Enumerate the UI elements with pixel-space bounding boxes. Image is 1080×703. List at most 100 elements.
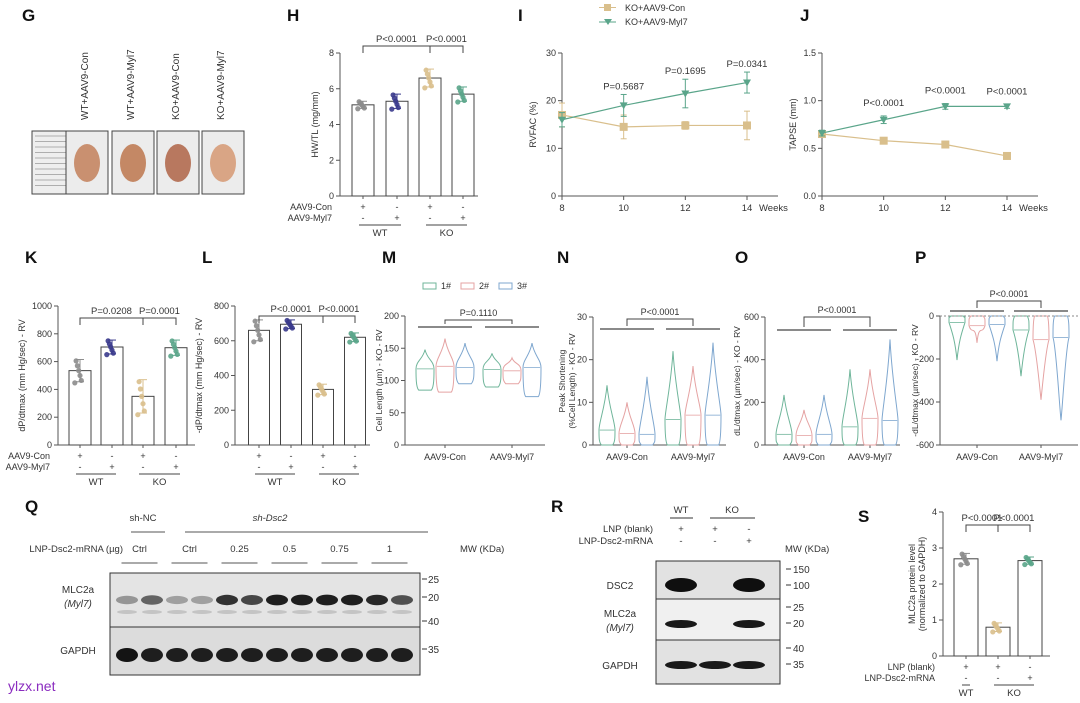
blot-band xyxy=(141,648,163,662)
y-tick-label: 0 xyxy=(47,440,52,450)
mw-title: MW (KDa) xyxy=(785,544,829,555)
blot-band xyxy=(116,648,138,662)
blot-band-faint xyxy=(142,610,162,614)
y-tick-label: -400 xyxy=(916,397,934,407)
p-value-label: P=0.1695 xyxy=(665,66,706,77)
y-tick-label: 200 xyxy=(37,412,52,422)
data-point xyxy=(1028,561,1034,567)
blot-band xyxy=(665,620,697,628)
panel-label-J: J xyxy=(800,6,809,25)
sign: - xyxy=(997,673,1000,683)
violin-2 xyxy=(618,402,636,446)
data-point-triangle xyxy=(558,116,566,124)
bar xyxy=(280,323,302,446)
p-value-label: P<0.0001 xyxy=(271,304,312,315)
x-tick-label: AAV9-Myl7 xyxy=(848,452,892,462)
y-axis-label: Cell Length (µm) - KO - RV xyxy=(374,329,384,431)
bar xyxy=(1017,560,1043,657)
panel-label-G: G xyxy=(22,6,35,25)
sign: - xyxy=(462,202,465,212)
y-tick-label: 2 xyxy=(329,155,334,165)
data-point-square xyxy=(941,140,950,149)
panel-label-R: R xyxy=(551,497,563,516)
mw-marker: 25 xyxy=(428,575,440,586)
significance-bracket xyxy=(997,524,1031,532)
data-point xyxy=(168,353,174,359)
data-point xyxy=(361,105,367,111)
sign: - xyxy=(747,524,750,535)
data-point-square xyxy=(1003,151,1011,160)
p-value-label: P=0.0208 xyxy=(91,306,132,317)
violin-1 xyxy=(775,394,793,446)
y-tick-label: 1000 xyxy=(32,301,52,311)
sign: - xyxy=(429,213,432,223)
blot-band xyxy=(391,595,413,605)
data-point xyxy=(424,71,430,77)
y-tick-label: 0 xyxy=(754,440,759,450)
p-value-label: P<0.0001 xyxy=(925,86,966,97)
data-point xyxy=(140,401,146,407)
group-label: KO+AAV9-Myl7 xyxy=(216,50,227,120)
x-tick-label: AAV9-Myl7 xyxy=(1019,452,1063,462)
data-point xyxy=(422,85,428,91)
dose-label: 0.5 xyxy=(283,544,296,555)
y-tick-label: 600 xyxy=(214,336,229,346)
significance-bracket xyxy=(142,317,177,325)
significance-bracket xyxy=(803,316,871,327)
y-tick-label: -600 xyxy=(916,440,934,450)
data-point xyxy=(389,106,395,112)
panel-label-O: O xyxy=(735,248,748,267)
data-point xyxy=(1022,561,1028,568)
y-tick-label: 3 xyxy=(932,543,937,553)
blot-band-faint xyxy=(367,610,387,614)
sign: + xyxy=(1027,673,1032,683)
sign: - xyxy=(290,451,293,461)
y-axis-label: dP/dtmax (mm Hg/sec) - RV xyxy=(17,319,27,431)
x-tick-label: AAV9-Myl7 xyxy=(490,452,534,462)
sign: + xyxy=(995,662,1000,672)
blot-band xyxy=(391,648,413,662)
y-tick-label: 4 xyxy=(329,120,334,130)
y-tick-label: 20 xyxy=(577,355,587,365)
y-tick-label: 4 xyxy=(932,507,937,517)
data-point xyxy=(256,332,262,338)
significance-bracket xyxy=(976,300,1042,308)
significance-bracket xyxy=(322,315,356,323)
bar xyxy=(312,388,334,446)
violin-2 xyxy=(435,338,455,393)
y-tick-label: 400 xyxy=(37,384,52,394)
violin-3 xyxy=(638,376,656,446)
panel-label-P: P xyxy=(915,248,926,267)
mw-marker: 150 xyxy=(793,565,810,576)
blot-band xyxy=(241,595,263,605)
blot-band xyxy=(291,594,313,606)
p-value-label: P=0.1110 xyxy=(460,308,497,318)
y-tick-label: -200 xyxy=(916,354,934,364)
data-point xyxy=(110,350,116,356)
series-line xyxy=(561,114,747,128)
sign: + xyxy=(712,524,718,535)
blot-band xyxy=(166,595,188,605)
y-axis-label: HW/TL (mg/mm) xyxy=(310,91,320,157)
sign: + xyxy=(963,662,968,672)
y-axis-label: MLC2a protein level xyxy=(907,544,917,624)
data-point xyxy=(353,338,359,344)
blot-band-faint xyxy=(342,610,362,614)
bar xyxy=(418,77,442,197)
y-tick-label: 800 xyxy=(214,301,229,311)
y-axis-label: Peak Shortening xyxy=(557,349,567,412)
row-label: LNP (blank) xyxy=(888,662,935,672)
group-label: WT xyxy=(959,688,974,699)
data-point xyxy=(428,83,434,89)
bar xyxy=(351,104,375,197)
legend-marker-triangle xyxy=(604,19,612,25)
blot-band xyxy=(366,648,388,662)
p-value-label: P<0.0001 xyxy=(987,86,1028,97)
data-point xyxy=(958,562,964,568)
y-tick-label: 50 xyxy=(389,408,399,418)
blot-band xyxy=(216,594,238,606)
group-label: KO+AAV9-Con xyxy=(171,53,182,120)
y-tick-label: 6 xyxy=(329,84,334,94)
bar xyxy=(385,100,409,197)
